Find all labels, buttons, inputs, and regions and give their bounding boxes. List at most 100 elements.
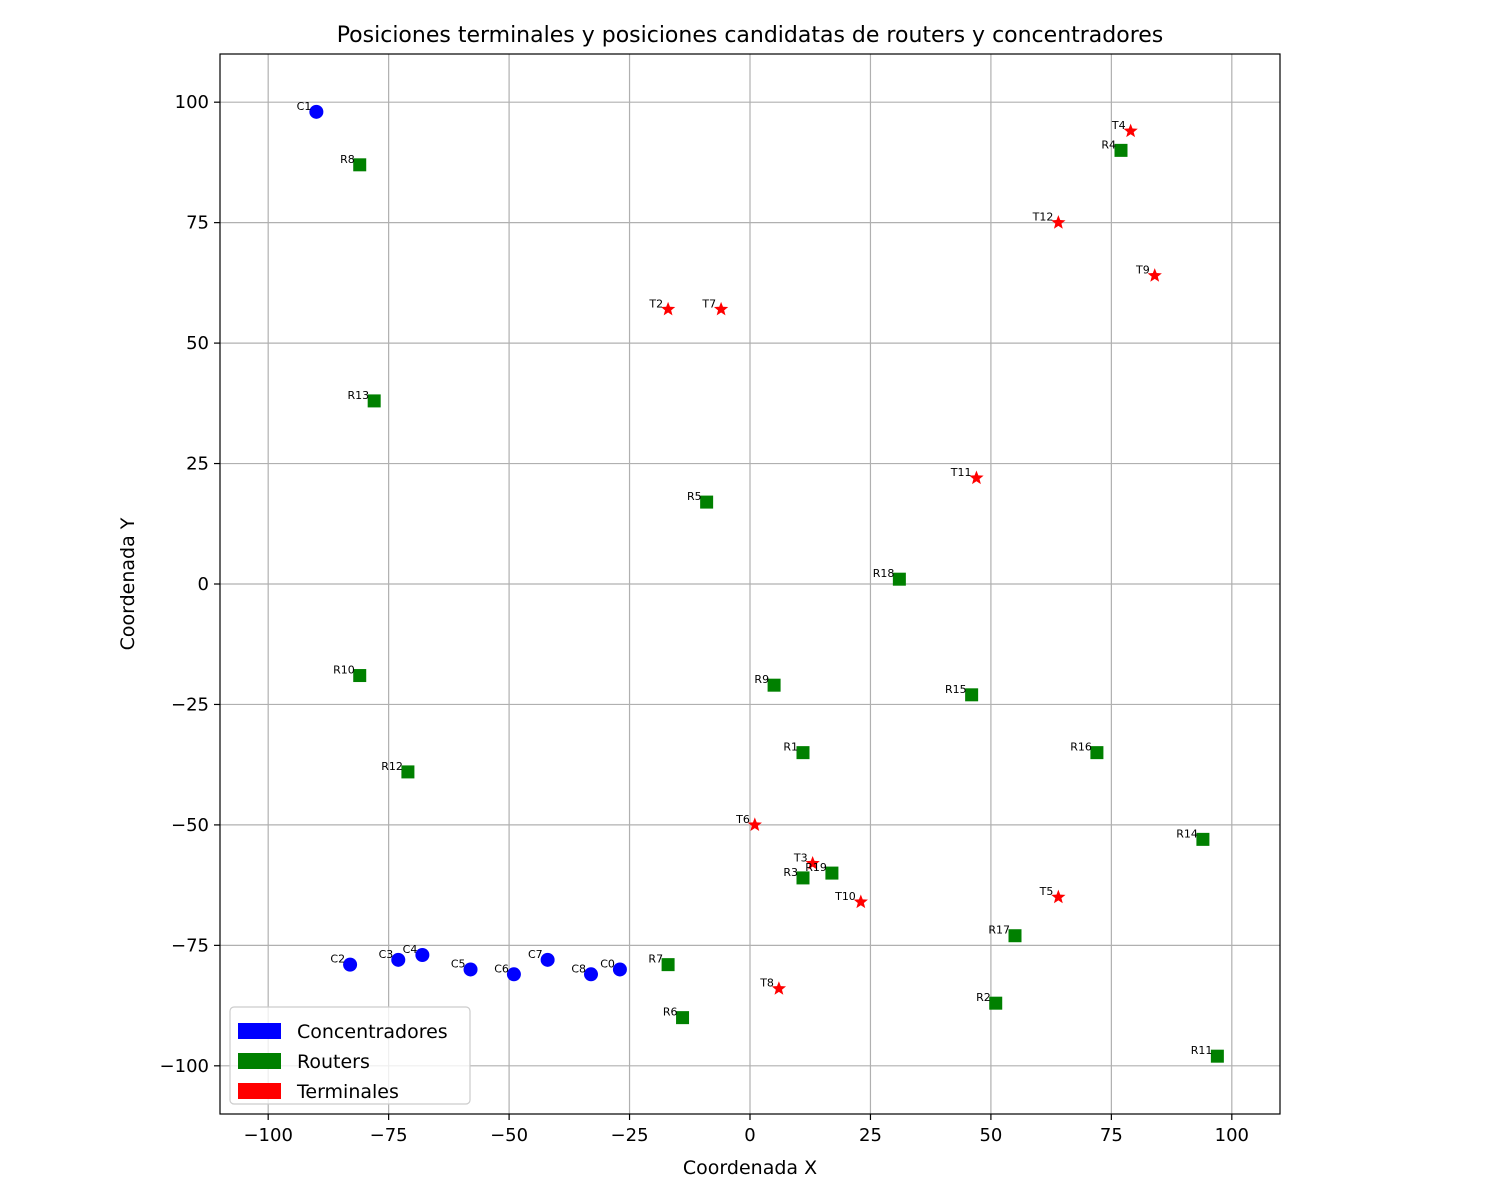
x-axis-title: Coordenada X — [683, 1157, 817, 1179]
point-r17-marker — [1008, 929, 1022, 943]
y-tick-label: 100 — [175, 92, 209, 113]
plot-frame — [219, 53, 1281, 1115]
point-c4-marker — [415, 948, 430, 962]
point-r9-marker — [767, 678, 781, 692]
legend: Concentradores Routers Terminales — [229, 1006, 471, 1105]
y-tick-label: 75 — [186, 213, 209, 234]
point-r3-label: R3 — [783, 866, 798, 879]
x-tick-label: 50 — [979, 1125, 1002, 1146]
y-tick-label: 25 — [186, 454, 209, 475]
y-tick-label: −25 — [171, 694, 209, 715]
point-r4-marker — [1114, 143, 1128, 157]
axis-ticks: −100 −75 −50 −25 0 25 50 75 100 −100 −75 −50 −25 0 25 5… — [160, 92, 1249, 1146]
data-markers — [309, 104, 1224, 1063]
x-tick-label: −25 — [611, 1125, 649, 1146]
point-c2-label: C2 — [330, 953, 345, 966]
chart-title: Posiciones terminales y posiciones candi… — [337, 23, 1164, 48]
point-t5-marker — [1051, 889, 1066, 904]
legend-box — [229, 1006, 471, 1105]
point-t9-marker — [1147, 268, 1162, 282]
y-tick-label: −50 — [171, 815, 209, 836]
point-c5-marker — [463, 962, 478, 977]
point-c8-label: C8 — [571, 962, 586, 975]
point-r4-label: R4 — [1101, 138, 1116, 151]
grid-lines — [220, 54, 1280, 1114]
point-t3-label: T3 — [793, 851, 808, 864]
point-c1-marker — [309, 104, 324, 119]
point-t5-label: T5 — [1039, 885, 1054, 898]
point-t7-marker — [713, 301, 729, 316]
point-r10-marker — [353, 669, 367, 683]
legend-label: Concentradores — [297, 1021, 448, 1043]
point-r1-label: R1 — [783, 741, 798, 754]
point-t12-label: T12 — [1032, 211, 1054, 224]
point-c7-label: C7 — [528, 948, 543, 961]
point-t2-marker — [660, 301, 676, 316]
x-tick-label: 25 — [859, 1125, 882, 1146]
point-r10-label: R10 — [333, 664, 355, 677]
x-tick-label: 100 — [1215, 1125, 1249, 1146]
legend-label: Routers — [297, 1051, 370, 1073]
y-tick-label: −100 — [160, 1056, 209, 1077]
point-r11-marker — [1210, 1049, 1224, 1063]
point-r19-marker — [825, 866, 839, 880]
point-r8-marker — [353, 158, 367, 172]
point-c3-marker — [391, 952, 406, 967]
y-tick-label: 50 — [186, 333, 209, 354]
point-r6-marker — [676, 1011, 690, 1025]
point-r12-label: R12 — [381, 760, 403, 773]
point-labels: C0 C1 C2 C3 C4 C5 C6 C7 C8 R1 R2 R3 R4 R5 R6 R7 R8 R9 R10 R… — [297, 100, 1213, 1057]
point-t9-label: T9 — [1135, 264, 1150, 277]
point-r18-label: R18 — [873, 567, 895, 580]
point-r7-marker — [661, 958, 675, 972]
point-r13-marker — [367, 394, 381, 408]
plot-area: −100 −75 −50 −25 0 25 50 75 100 −100 −75 −50 −25 0 25 5… — [160, 53, 1281, 1146]
legend-swatch — [238, 1053, 281, 1069]
point-r5-label: R5 — [687, 490, 702, 503]
point-c3-label: C3 — [379, 948, 394, 961]
legend-label: Terminales — [296, 1081, 399, 1103]
point-c6-label: C6 — [494, 962, 509, 975]
point-r2-label: R2 — [976, 991, 991, 1004]
point-c7-marker — [540, 952, 555, 967]
point-t10-marker — [853, 894, 868, 909]
x-tick-label: 0 — [744, 1125, 755, 1146]
point-c2-marker — [343, 957, 358, 972]
point-r7-label: R7 — [648, 953, 663, 966]
point-r14-label: R14 — [1176, 827, 1198, 840]
point-t7-label: T7 — [701, 297, 716, 310]
point-t10-label: T10 — [834, 890, 856, 903]
point-r13-label: R13 — [348, 389, 370, 402]
point-t6-marker — [747, 817, 762, 831]
point-r8-label: R8 — [340, 153, 355, 166]
point-t2-label: T2 — [648, 297, 663, 310]
point-c0-label: C0 — [600, 957, 615, 970]
point-r3-marker — [796, 871, 810, 885]
point-r9-label: R9 — [754, 673, 769, 686]
point-t8-marker — [771, 981, 787, 995]
point-t11-marker — [969, 470, 984, 485]
point-r6-label: R6 — [663, 1006, 678, 1019]
point-t8-label: T8 — [759, 977, 774, 990]
x-tick-label: 75 — [1100, 1125, 1123, 1146]
y-tick-label: 0 — [198, 574, 209, 595]
x-tick-label: −50 — [490, 1125, 528, 1146]
point-r14-marker — [1196, 832, 1210, 846]
point-t6-label: T6 — [735, 813, 750, 826]
point-c0-marker — [612, 962, 627, 977]
point-c6-marker — [506, 967, 521, 982]
x-tick-label: −75 — [370, 1125, 408, 1146]
point-r16-label: R16 — [1070, 741, 1092, 754]
point-r17-label: R17 — [988, 924, 1010, 937]
point-r19-label: R19 — [805, 861, 827, 874]
point-r5-marker — [700, 495, 714, 509]
point-r2-marker — [989, 996, 1003, 1010]
point-r18-marker — [892, 572, 906, 586]
point-r11-label: R11 — [1191, 1044, 1213, 1057]
point-t11-label: T11 — [950, 466, 972, 479]
point-c8-marker — [584, 967, 598, 982]
point-r15-marker — [965, 688, 979, 702]
point-r1-marker — [796, 746, 810, 760]
point-r16-marker — [1090, 746, 1104, 760]
